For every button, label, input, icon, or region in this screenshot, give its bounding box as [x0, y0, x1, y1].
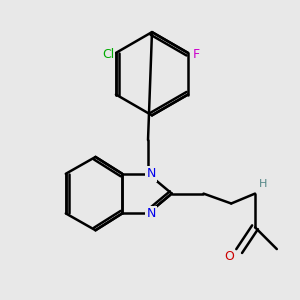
Text: F: F: [192, 48, 200, 62]
Text: O: O: [224, 250, 234, 262]
Text: N: N: [146, 207, 156, 220]
Text: N: N: [146, 167, 156, 180]
Text: Cl: Cl: [102, 48, 114, 62]
Text: H: H: [259, 179, 267, 189]
